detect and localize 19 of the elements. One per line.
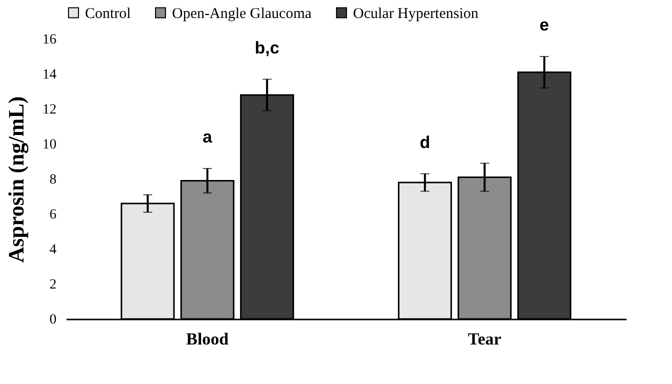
y-tick-label: 4: [50, 242, 56, 258]
x-tick-label: Tear: [468, 330, 502, 348]
data-label: a: [202, 128, 213, 146]
legend-label: Control: [85, 6, 131, 22]
y-tick-label: 6: [50, 208, 56, 222]
y-tick-label: 2: [50, 278, 56, 292]
x-tick-label: Blood: [186, 330, 230, 348]
y-tick-label: 14: [42, 68, 56, 82]
legend-label: Open-Angle Glaucoma: [172, 6, 312, 22]
y-tick-label: 8: [50, 172, 56, 188]
data-label: e: [540, 16, 550, 34]
y-axis-title: Asprosin (ng/mL): [4, 96, 28, 263]
data-label: b,c: [254, 38, 280, 58]
y-tick-label: 12: [42, 102, 56, 118]
y-tick-label: 0: [50, 312, 56, 328]
legend-label: Ocular Hypertension: [353, 6, 479, 22]
y-tick-label: 16: [42, 32, 56, 48]
y-tick-label: 10: [42, 138, 56, 152]
data-label: d: [420, 132, 430, 152]
